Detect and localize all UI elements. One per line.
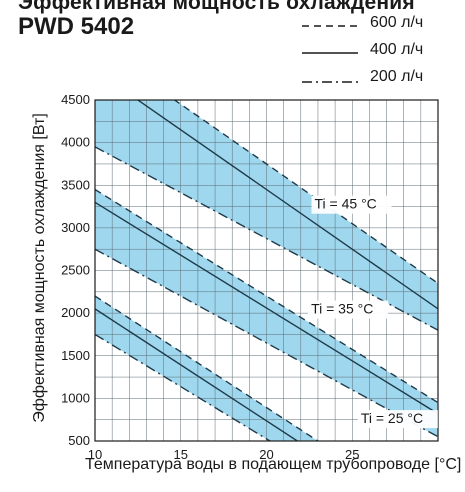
y-tick-label: 4000: [61, 135, 90, 150]
plot-frame: [94, 99, 439, 442]
series-3-dashed-line: [95, 295, 319, 441]
legend-solid-swatch: [302, 52, 358, 54]
y-tick-label: 500: [68, 433, 90, 448]
model-name: PWD 5402: [18, 13, 135, 40]
grid-layer: [95, 100, 438, 441]
y-tick-label: 4500: [61, 92, 90, 107]
legend-label-200: 200 л/ч: [370, 68, 424, 85]
annotation-1: Ti = 45 °C: [315, 196, 377, 212]
series-1-dashed-line: [173, 100, 438, 284]
legend-dashdot-swatch: [302, 81, 358, 83]
legend-label-400: 400 л/ч: [370, 41, 424, 58]
lines-layer: [95, 100, 438, 441]
annotation-bg: [311, 195, 392, 214]
series-3-dashdot-line: [95, 333, 271, 441]
x-axis-label: Температура воды в подающем трубопроводе…: [85, 456, 462, 473]
x-tick-labels: 10 15 20 25: [88, 447, 360, 462]
annotation-bg: [357, 410, 438, 429]
x-tick-label: 15: [174, 447, 188, 462]
legend-label-600: 600 л/ч: [370, 14, 424, 31]
series-2-dashed-line: [95, 188, 438, 404]
y-tick-label: 3000: [61, 220, 90, 235]
legend-item-400: 400 л/ч: [300, 41, 460, 68]
series-2-solid-line: [95, 201, 438, 415]
x-tick-label: 10: [88, 447, 102, 462]
legend-item-200: 200 л/ч: [300, 68, 460, 95]
y-tick-label: 1500: [61, 348, 90, 363]
chart-title: Эффективная мощность охлаждения: [18, 0, 415, 14]
series-2-dashdot-line: [95, 248, 438, 438]
series-1-solid-line: [136, 100, 438, 310]
x-tick-label: 20: [259, 447, 273, 462]
series-3-solid-line: [95, 308, 298, 441]
y-tick-labels: 500 1000 1500 2000 2500 3000 3500 4000 4500: [61, 92, 90, 448]
y-tick-label: 1000: [61, 390, 90, 405]
annotation-2: Ti = 35 °C: [311, 301, 373, 317]
legend-dashed-swatch: [302, 25, 358, 27]
legend-item-600: 600 л/ч: [300, 14, 460, 41]
series-1-dashdot-line: [95, 146, 438, 331]
y-tick-label: 2500: [61, 263, 90, 278]
x-tick-label: 25: [345, 447, 359, 462]
legend: 600 л/ч 400 л/ч 200 л/ч: [300, 14, 460, 95]
series-annotations: Ti = 45 °C Ti = 35 °C Ti = 25 °C: [308, 195, 438, 429]
y-axis-label: Эффективная мощность охлаждения [Вт]: [31, 113, 48, 423]
annotation-bg: [308, 300, 389, 319]
y-tick-label: 2000: [61, 305, 90, 320]
annotation-3: Ti = 25 °C: [361, 410, 423, 426]
y-tick-label: 3500: [61, 177, 90, 192]
